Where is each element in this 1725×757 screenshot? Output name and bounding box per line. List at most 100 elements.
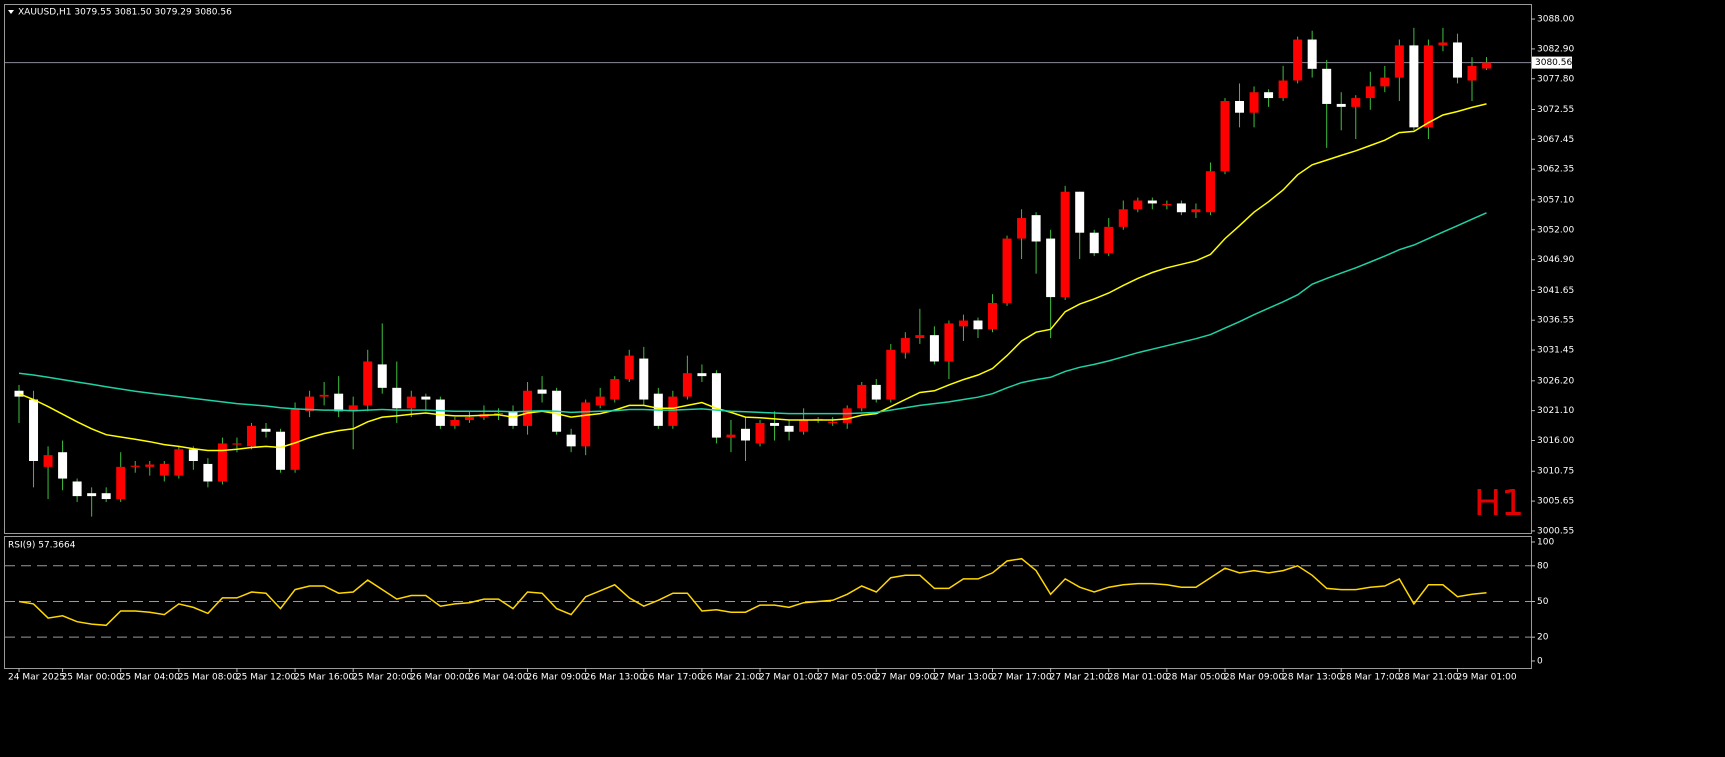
candle-body (1220, 101, 1230, 172)
candle-body (566, 434, 576, 447)
candle-body (770, 422, 780, 426)
candle-body (1293, 39, 1303, 81)
x-tick-label: 28 Mar 17:00 (1340, 673, 1400, 683)
candle-body (799, 420, 809, 432)
candle-body (711, 373, 721, 438)
candle-body (217, 443, 227, 482)
candle-body (14, 390, 24, 397)
candle-body (1118, 209, 1128, 227)
candle-body (1046, 238, 1056, 298)
candle-body (595, 396, 605, 406)
y-tick-label: 3072.55 (1537, 105, 1574, 115)
y-tick-label: 3026.20 (1537, 376, 1574, 386)
candle-body (1278, 80, 1288, 99)
candle-body (668, 396, 678, 426)
candle-body (581, 402, 591, 447)
candle-body (537, 389, 547, 394)
y-tick-label: 3077.80 (1537, 74, 1574, 84)
candle-body (639, 358, 649, 400)
y-tick-label: 3088.00 (1537, 15, 1574, 25)
candle-body (1205, 171, 1215, 213)
candle-body (1409, 45, 1419, 128)
candle-body (348, 405, 358, 412)
candle-body (610, 379, 620, 400)
candle-body (72, 481, 82, 497)
y-tick-label: 100 (1537, 537, 1554, 547)
candle-body (1452, 42, 1462, 78)
x-tick-label: 24 Mar 2025 (8, 673, 65, 683)
current-price-label: 3080.56 (1535, 58, 1572, 68)
x-tick-label: 26 Mar 17:00 (643, 673, 703, 683)
rsi-line (18, 557, 1487, 627)
candle-body (1060, 191, 1070, 298)
chart-header: XAUUSD,H1 3079.55 3081.50 3079.29 3080.5… (18, 8, 232, 18)
candle-body (944, 323, 954, 362)
candle-body (828, 421, 838, 423)
candle-body (741, 428, 750, 441)
candle-body (1307, 39, 1317, 69)
candle-body (1162, 204, 1172, 206)
y-tick-label: 0 (1537, 656, 1543, 666)
candle-body (508, 411, 518, 426)
x-tick-label: 25 Mar 04:00 (120, 673, 180, 683)
candle-body (726, 434, 736, 438)
moving-average (18, 103, 1487, 452)
rsi-panel-frame (4, 536, 1532, 669)
candle-body (523, 390, 533, 426)
candle-body (290, 408, 300, 470)
candle-body (784, 425, 794, 432)
candle-body (1017, 218, 1027, 239)
candle-body (1031, 215, 1041, 242)
candle-body (842, 408, 852, 423)
candle-body (377, 364, 387, 388)
candle-body (159, 463, 169, 476)
candle-body (276, 431, 286, 470)
rsi-title: RSI(9) 57.3664 (8, 541, 76, 551)
candle-body (1075, 191, 1085, 233)
x-tick-label: 26 Mar 09:00 (527, 673, 587, 683)
candle-body (1438, 42, 1448, 46)
candle-body (334, 393, 344, 412)
candle-body (929, 335, 939, 362)
candle-body (363, 361, 373, 406)
candle-body (464, 417, 474, 421)
candle-body (1394, 45, 1404, 78)
candle-body (29, 399, 39, 461)
candle-body (450, 420, 460, 426)
candle-body (1423, 45, 1433, 128)
candle-body (1351, 98, 1361, 107)
candle-body (1002, 238, 1012, 303)
y-tick-label: 3000.55 (1537, 526, 1574, 536)
candle-body (1249, 92, 1259, 113)
x-tick-label: 25 Mar 20:00 (352, 673, 412, 683)
x-tick-label: 28 Mar 21:00 (1398, 673, 1458, 683)
menu-triangle[interactable] (8, 10, 14, 14)
x-tick-label: 27 Mar 17:00 (992, 673, 1052, 683)
x-tick-label: 27 Mar 21:00 (1050, 673, 1110, 683)
candle-body (116, 466, 126, 500)
candle-body (421, 396, 431, 400)
candle-body (624, 355, 634, 380)
candle-body (101, 493, 111, 500)
x-tick-label: 28 Mar 13:00 (1282, 673, 1342, 683)
y-tick-label: 3021.10 (1537, 406, 1574, 416)
x-tick-label: 26 Mar 13:00 (585, 673, 645, 683)
candle-body (1191, 209, 1201, 213)
candle-body (174, 449, 184, 476)
candle-body (886, 349, 896, 400)
y-tick-label: 3062.35 (1537, 165, 1574, 175)
candle-body (1104, 226, 1114, 254)
y-tick-label: 3052.00 (1537, 225, 1574, 235)
x-tick-label: 29 Mar 01:00 (1456, 673, 1516, 683)
candle-body (1264, 92, 1274, 99)
candle-body (203, 463, 213, 482)
y-tick-label: 3046.90 (1537, 255, 1574, 265)
x-tick-label: 25 Mar 12:00 (236, 673, 296, 683)
candle-body (232, 443, 242, 445)
candle-body (43, 455, 53, 467)
y-tick-label: 50 (1537, 597, 1549, 607)
candle-body (319, 394, 329, 397)
candle-body (915, 335, 925, 339)
candle-body (435, 399, 445, 426)
candle-body (973, 320, 983, 330)
